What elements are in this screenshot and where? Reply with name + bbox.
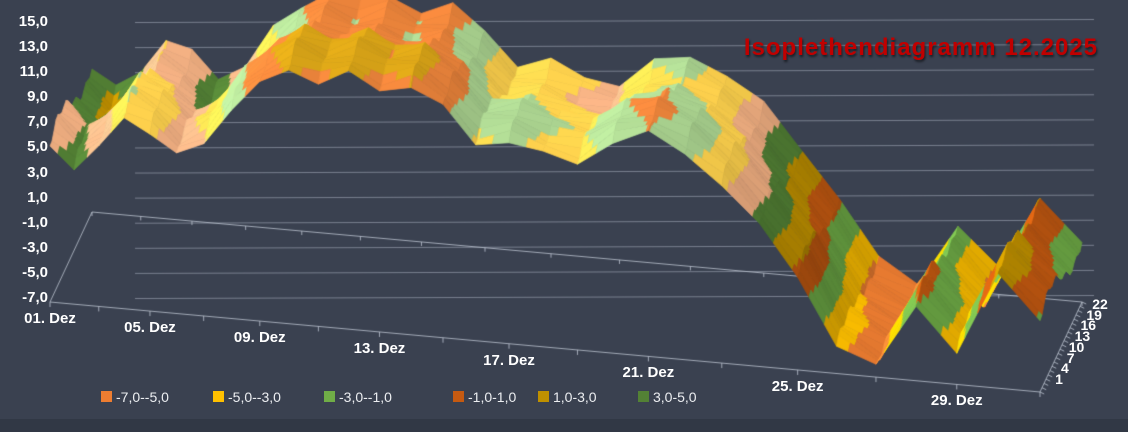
y-axis-tick-label: 7,0 (27, 113, 48, 131)
y-axis-tick-label: -7,0 (22, 289, 48, 306)
y-axis-tick-label: 15,0 (18, 13, 48, 30)
legend-item: -7,0--5,0 (101, 388, 169, 405)
legend-label: -1,0-1,0 (468, 388, 517, 405)
legend-label: 1,0-3,0 (553, 388, 597, 405)
y-axis-tick-label: -3,0 (22, 238, 48, 256)
legend-swatch (101, 391, 112, 402)
legend-item: 1,0-3,0 (538, 388, 597, 405)
legend-label: -3,0--1,0 (339, 388, 392, 405)
y-axis-tick-label: -1,0 (22, 213, 48, 231)
y-axis-tick-label: 3,0 (27, 163, 48, 181)
z-axis-tick-label: 13 (1074, 328, 1091, 345)
z-axis-tick-label: 10 (1068, 338, 1085, 355)
y-axis-tick-label: 11,0 (19, 63, 48, 81)
x-axis-tick-label: 21. Dez (622, 364, 675, 382)
x-axis-tick-label: 29. Dez (930, 392, 983, 410)
x-axis-tick-label: 13. Dez (353, 339, 406, 357)
page-bottom-strip (0, 419, 1128, 432)
surface-3d-plot (0, 0, 1128, 419)
legend-label: 3,0-5,0 (653, 388, 697, 405)
z-axis-tick-label: 16 (1080, 317, 1097, 334)
chart-title: Isoplethendiagramm 12.2025 (743, 34, 1098, 61)
x-axis-tick-label: 25. Dez (771, 377, 824, 395)
z-axis-tick-label: 22 (1092, 296, 1108, 312)
legend-item: -1,0-1,0 (453, 388, 517, 405)
y-axis-tick-label: -5,0 (22, 263, 48, 281)
y-axis-tick-label: 5,0 (27, 138, 48, 156)
x-axis-tick-label: 17. Dez (483, 351, 535, 369)
legend-swatch (538, 391, 549, 402)
y-axis-tick-label: 13,0 (18, 38, 48, 56)
z-axis-tick-label: 4 (1060, 360, 1069, 377)
legend-swatch (324, 391, 335, 402)
y-axis-tick-label: 9,0 (27, 88, 48, 106)
y-axis-tick-label: 1,0 (27, 188, 48, 206)
legend-item: -3,0--1,0 (324, 388, 392, 405)
z-axis-tick-label: 1 (1055, 371, 1063, 387)
legend-swatch (213, 391, 224, 402)
z-axis-tick-label: 7 (1066, 349, 1075, 366)
x-axis-tick-label: 09. Dez (233, 329, 286, 347)
legend-item: -5,0--3,0 (213, 388, 281, 405)
legend-label: -5,0--3,0 (228, 388, 281, 405)
x-axis-tick-label: 01. Dez (24, 310, 76, 327)
z-axis-tick-label: 19 (1086, 306, 1102, 323)
legend-swatch (453, 391, 464, 402)
legend-label: -7,0--5,0 (116, 388, 169, 405)
legend-item: 3,0-5,0 (638, 388, 697, 405)
legend-swatch (638, 391, 649, 402)
x-axis-tick-label: 05. Dez (124, 319, 176, 337)
